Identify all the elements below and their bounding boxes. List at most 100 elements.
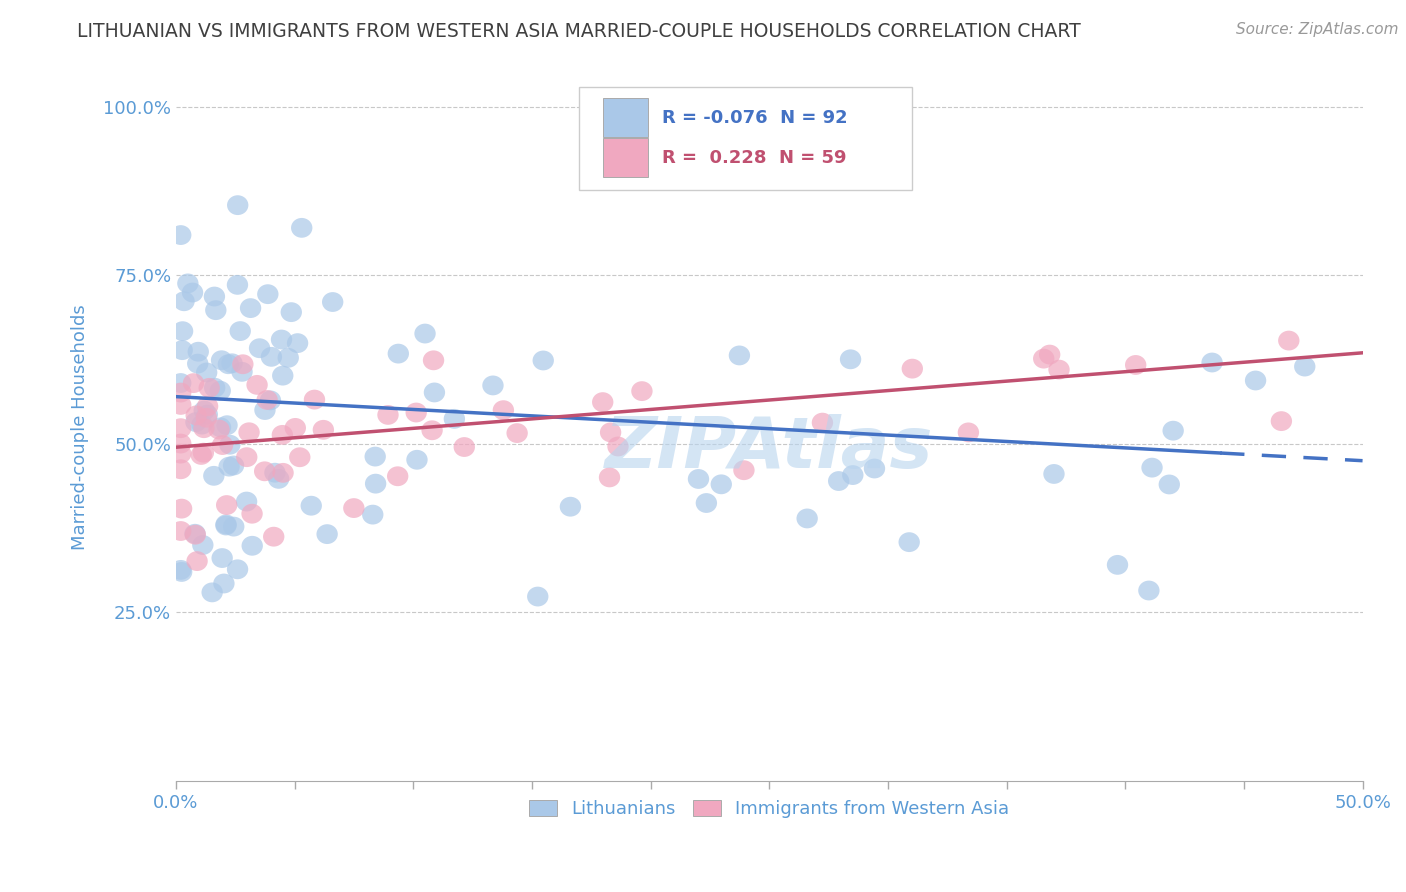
Ellipse shape <box>1159 475 1180 494</box>
Ellipse shape <box>406 450 427 470</box>
Ellipse shape <box>1201 352 1223 373</box>
Ellipse shape <box>198 378 219 398</box>
Ellipse shape <box>211 351 232 370</box>
Ellipse shape <box>631 381 652 401</box>
Ellipse shape <box>405 402 427 423</box>
Ellipse shape <box>273 366 294 385</box>
Ellipse shape <box>218 354 239 374</box>
Ellipse shape <box>842 465 863 485</box>
Text: R =  0.228  N = 59: R = 0.228 N = 59 <box>662 149 846 167</box>
Ellipse shape <box>193 535 214 555</box>
FancyBboxPatch shape <box>603 98 648 137</box>
Ellipse shape <box>246 375 267 395</box>
Ellipse shape <box>301 496 322 516</box>
Ellipse shape <box>170 459 191 479</box>
Ellipse shape <box>226 195 249 215</box>
Ellipse shape <box>170 521 191 541</box>
Ellipse shape <box>184 524 205 545</box>
Ellipse shape <box>170 395 191 415</box>
Ellipse shape <box>444 409 465 429</box>
Ellipse shape <box>170 418 191 438</box>
Ellipse shape <box>284 418 307 438</box>
Ellipse shape <box>232 362 253 382</box>
Ellipse shape <box>215 515 236 534</box>
Ellipse shape <box>183 373 204 393</box>
Ellipse shape <box>212 435 233 455</box>
Ellipse shape <box>271 425 292 445</box>
Ellipse shape <box>194 401 215 420</box>
Ellipse shape <box>186 412 207 432</box>
Ellipse shape <box>191 415 212 434</box>
Ellipse shape <box>195 362 218 383</box>
Ellipse shape <box>454 437 475 457</box>
Ellipse shape <box>710 475 733 494</box>
Ellipse shape <box>281 302 302 322</box>
Ellipse shape <box>187 354 208 374</box>
Ellipse shape <box>1163 421 1184 441</box>
Ellipse shape <box>195 408 217 427</box>
Ellipse shape <box>423 351 444 370</box>
Ellipse shape <box>186 406 207 425</box>
Ellipse shape <box>1033 349 1054 368</box>
Ellipse shape <box>506 423 527 443</box>
Ellipse shape <box>226 275 247 294</box>
Ellipse shape <box>217 495 238 515</box>
Ellipse shape <box>170 443 191 464</box>
Ellipse shape <box>214 574 235 593</box>
Ellipse shape <box>304 390 325 409</box>
Ellipse shape <box>217 416 238 435</box>
Ellipse shape <box>242 504 263 524</box>
Y-axis label: Married-couple Households: Married-couple Households <box>72 304 89 549</box>
Ellipse shape <box>316 524 337 544</box>
Ellipse shape <box>599 467 620 487</box>
Ellipse shape <box>811 413 834 433</box>
Ellipse shape <box>193 442 214 463</box>
Ellipse shape <box>1107 555 1128 574</box>
Ellipse shape <box>796 508 818 528</box>
Ellipse shape <box>422 420 443 440</box>
Ellipse shape <box>215 516 236 535</box>
FancyBboxPatch shape <box>579 87 911 190</box>
Ellipse shape <box>240 298 262 318</box>
Ellipse shape <box>204 378 225 398</box>
Ellipse shape <box>236 491 257 511</box>
Ellipse shape <box>204 286 225 307</box>
Ellipse shape <box>1039 344 1060 365</box>
Ellipse shape <box>232 354 253 374</box>
Ellipse shape <box>208 419 229 440</box>
Ellipse shape <box>263 527 284 547</box>
Ellipse shape <box>236 447 257 467</box>
Ellipse shape <box>170 373 191 393</box>
Ellipse shape <box>209 417 231 437</box>
Ellipse shape <box>226 559 249 579</box>
Ellipse shape <box>290 447 311 467</box>
Ellipse shape <box>260 391 281 410</box>
Ellipse shape <box>273 463 294 483</box>
Ellipse shape <box>170 434 191 453</box>
Ellipse shape <box>734 460 755 480</box>
Ellipse shape <box>221 353 243 373</box>
Ellipse shape <box>957 423 979 442</box>
Ellipse shape <box>1244 370 1267 391</box>
Ellipse shape <box>193 418 215 438</box>
Legend: Lithuanians, Immigrants from Western Asia: Lithuanians, Immigrants from Western Asi… <box>522 792 1017 825</box>
Ellipse shape <box>187 551 208 571</box>
Ellipse shape <box>209 381 231 401</box>
Ellipse shape <box>191 445 212 465</box>
Ellipse shape <box>312 420 335 440</box>
Ellipse shape <box>197 396 218 416</box>
Ellipse shape <box>170 383 191 402</box>
Ellipse shape <box>1125 355 1146 375</box>
Ellipse shape <box>239 423 260 442</box>
Ellipse shape <box>364 447 385 467</box>
Ellipse shape <box>242 536 263 556</box>
Ellipse shape <box>1043 464 1064 483</box>
Ellipse shape <box>366 474 387 493</box>
Ellipse shape <box>728 345 749 366</box>
Text: R = -0.076  N = 92: R = -0.076 N = 92 <box>662 109 848 127</box>
Ellipse shape <box>177 274 198 293</box>
Ellipse shape <box>863 458 886 478</box>
Ellipse shape <box>181 283 204 302</box>
Ellipse shape <box>264 463 285 483</box>
Ellipse shape <box>388 343 409 364</box>
